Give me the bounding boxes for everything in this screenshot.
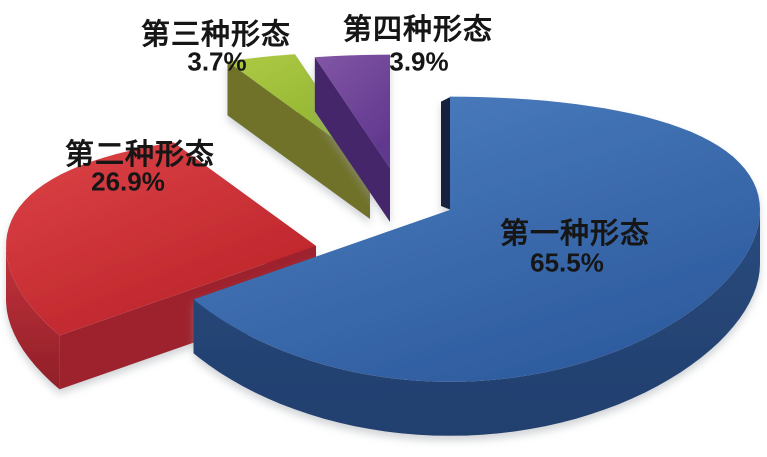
- slice-start-wall: [227, 61, 370, 220]
- slice-top-face: [314, 54, 390, 168]
- slice-top-face: [193, 96, 761, 382]
- pie-slice-1: [193, 96, 761, 436]
- slice-top-face: [6, 142, 316, 336]
- slice-start-wall: [314, 57, 390, 223]
- pie-slice-4: [314, 54, 390, 223]
- slice-cut-sliver: [441, 96, 451, 210]
- slice-rim-wall: [6, 246, 60, 390]
- slice-rim-wall: [193, 210, 761, 436]
